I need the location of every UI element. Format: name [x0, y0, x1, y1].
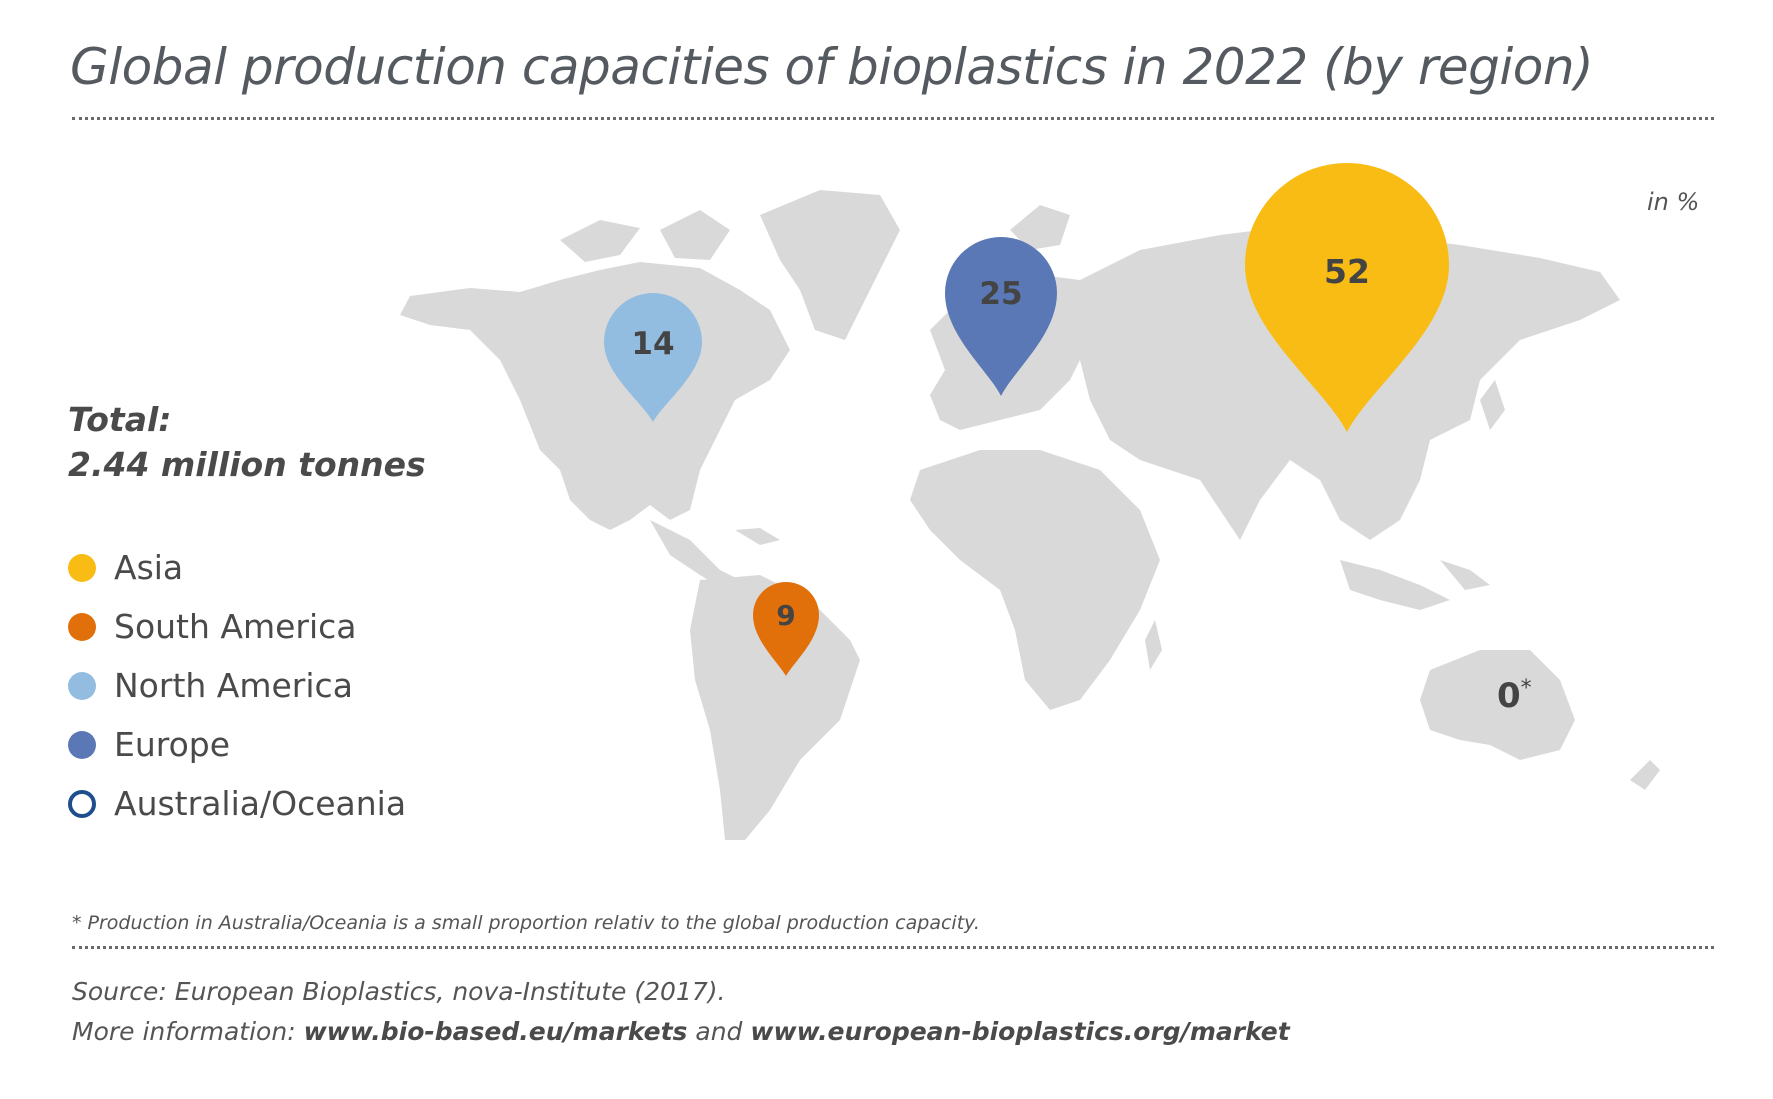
legend-swatch-asia [68, 553, 96, 582]
legend-swatch-europe [68, 730, 96, 759]
greenland-shape [760, 190, 900, 340]
pin-asia-marker [1245, 163, 1449, 432]
pin-europe-value: 25 [979, 276, 1022, 312]
australia-asterisk: * [1521, 676, 1532, 701]
link-bio-based[interactable]: www.bio-based.eu/markets [303, 1017, 688, 1046]
legend-swatch-south-america [68, 612, 96, 641]
more-info-line: More information: www.bio-based.eu/marke… [72, 1012, 1290, 1052]
australia-value: 0* [1497, 676, 1532, 716]
pin-north-america-marker [604, 293, 702, 422]
more-info-and: and [687, 1017, 751, 1046]
pin-north-america-value: 14 [631, 326, 674, 362]
total-block: Total: 2.44 million tonnes [68, 397, 426, 487]
legend-swatch-australia-oceania [68, 789, 96, 818]
pin-north-america: 14 [604, 293, 702, 422]
title-divider [72, 117, 1714, 120]
south-america-shape [690, 575, 860, 840]
unit-label: in % [1647, 188, 1700, 216]
source-line: Source: European Bioplastics, nova-Insti… [72, 977, 726, 1006]
continents [400, 190, 1660, 840]
legend-label: Europe [114, 725, 231, 764]
north-america-shape [400, 262, 790, 530]
se-asia-islands-shape [1340, 560, 1450, 610]
pin-south-america-value: 9 [776, 599, 795, 632]
legend-item-asia: Asia [68, 538, 406, 597]
legend-item-australia-oceania: Australia/Oceania [68, 774, 406, 833]
legend-label: South America [114, 607, 357, 646]
legend-label: Australia/Oceania [114, 784, 407, 823]
legend-item-north-america: North America [68, 656, 406, 715]
pin-south-america-marker [753, 582, 819, 676]
central-america-shape [650, 520, 740, 590]
pin-asia-value: 52 [1324, 252, 1370, 291]
legend-item-europe: Europe [68, 715, 406, 774]
legend: Asia South America North America Europe … [68, 538, 406, 833]
africa-shape [910, 450, 1160, 710]
pin-asia: 52 [1245, 163, 1449, 432]
total-value: 2.44 million tonnes [68, 445, 426, 484]
legend-label: Asia [114, 548, 184, 587]
source-block: Source: European Bioplastics, nova-Insti… [72, 972, 1290, 1052]
pin-europe-marker [945, 237, 1057, 396]
australia-shape [1420, 650, 1575, 760]
page-title: Global production capacities of bioplast… [70, 38, 1594, 96]
label-australia: 0* [1497, 676, 1532, 716]
legend-swatch-north-america [68, 671, 96, 700]
total-label: Total: [68, 400, 172, 439]
legend-item-south-america: South America [68, 597, 406, 656]
pin-europe: 25 [945, 237, 1057, 396]
footnote: * Production in Australia/Oceania is a s… [72, 912, 980, 934]
pin-south-america: 9 [753, 582, 819, 676]
link-european-bioplastics[interactable]: www.european-bioplastics.org/market [750, 1017, 1290, 1046]
legend-label: North America [114, 666, 353, 705]
more-info-prefix: More information: [72, 1017, 304, 1046]
footnote-divider [72, 946, 1714, 949]
